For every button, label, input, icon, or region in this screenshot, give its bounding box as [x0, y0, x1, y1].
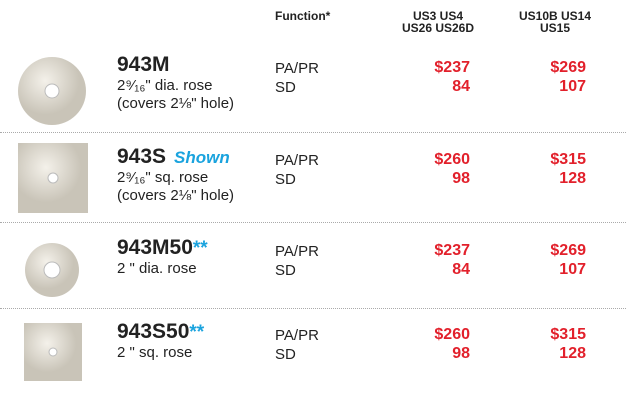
- price: $269: [486, 59, 586, 77]
- price: 107: [486, 78, 586, 96]
- description: 2⁹⁄₁₆" dia. rose: [117, 77, 212, 94]
- rose-hole: [49, 348, 57, 356]
- rose-hole: [45, 84, 59, 98]
- function: PA/PR: [275, 152, 319, 169]
- description: 2 " dia. rose: [117, 260, 197, 277]
- description: 2 " sq. rose: [117, 344, 192, 361]
- price: $237: [370, 59, 470, 77]
- price-table: Function*US3 US4US26 US26DUS10B US14US15…: [0, 0, 626, 400]
- model-name: 943S50**: [117, 320, 204, 344]
- model-name: 943S Shown: [117, 145, 230, 169]
- function-header: Function*: [275, 10, 330, 22]
- price: $269: [486, 242, 586, 260]
- model-number: 943S: [117, 145, 166, 168]
- price: 107: [486, 261, 586, 279]
- shown-tag: Shown: [174, 148, 230, 167]
- separator: [0, 132, 626, 133]
- finish-header: US26 US26D: [378, 22, 498, 34]
- description: (covers 2⅛" hole): [117, 95, 234, 112]
- price: 128: [486, 345, 586, 363]
- price: $237: [370, 242, 470, 260]
- description: (covers 2⅛" hole): [117, 187, 234, 204]
- rose-hole: [48, 173, 58, 183]
- function: SD: [275, 262, 296, 279]
- price: 84: [370, 261, 470, 279]
- price: 98: [370, 170, 470, 188]
- price: 84: [370, 78, 470, 96]
- function: PA/PR: [275, 327, 319, 344]
- rose-hole: [44, 262, 60, 278]
- footnote-mark: **: [189, 322, 204, 343]
- model-name: 943M: [117, 53, 170, 77]
- function: PA/PR: [275, 60, 319, 77]
- price: $260: [370, 326, 470, 344]
- function: SD: [275, 171, 296, 188]
- model-name: 943M50**: [117, 236, 208, 260]
- price: 98: [370, 345, 470, 363]
- description: 2⁹⁄₁₆" sq. rose: [117, 169, 208, 186]
- function: SD: [275, 346, 296, 363]
- model-number: 943M50: [117, 236, 193, 259]
- price: $260: [370, 151, 470, 169]
- function: SD: [275, 79, 296, 96]
- finish-header: US15: [495, 22, 615, 34]
- footnote-mark: **: [193, 238, 208, 259]
- price: 128: [486, 170, 586, 188]
- model-number: 943S50: [117, 320, 189, 343]
- model-number: 943M: [117, 53, 170, 76]
- separator: [0, 222, 626, 223]
- function: PA/PR: [275, 243, 319, 260]
- price: $315: [486, 326, 586, 344]
- price: $315: [486, 151, 586, 169]
- separator: [0, 308, 626, 309]
